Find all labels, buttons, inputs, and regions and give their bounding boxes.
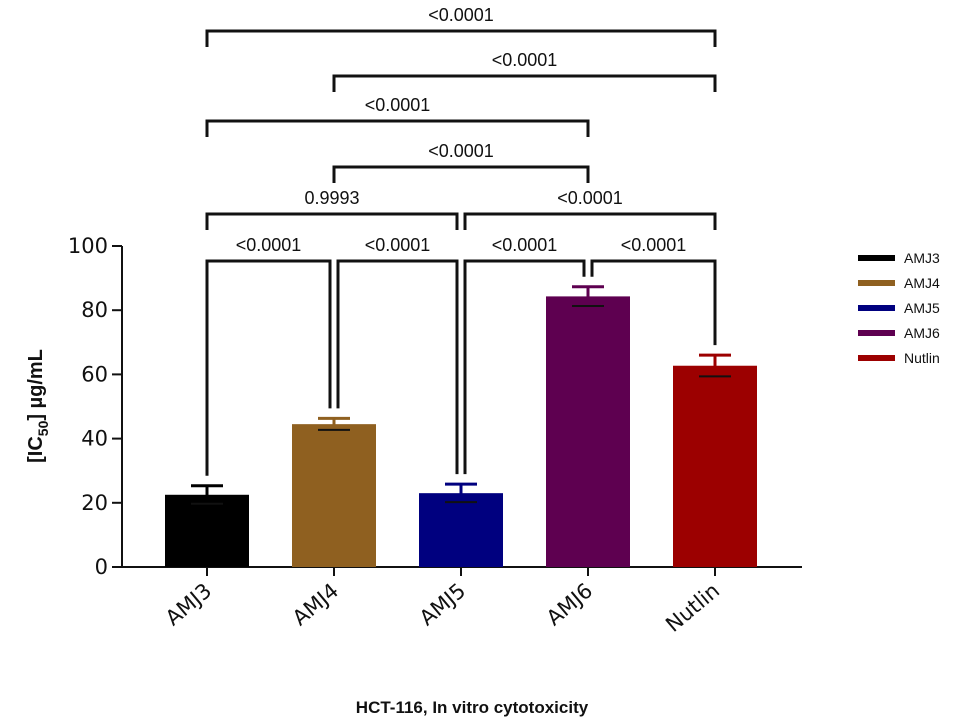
legend-label: AMJ4 [904,275,940,291]
significance-bracket [463,259,586,475]
significance-bracket [463,212,717,230]
bar [419,493,503,567]
p-value-label: <0.0001 [236,235,302,255]
significance-bracket [205,119,590,137]
bar [673,365,757,567]
significance-bracket [205,29,717,47]
p-value-label: <0.0001 [492,50,558,70]
x-tick-label: AMJ6 [542,578,597,630]
p-value-label: 0.9993 [304,188,359,208]
significance-bracket [332,74,717,92]
y-tick-label: 80 [81,298,108,322]
y-tick-label: 0 [95,555,108,579]
significance-bracket [205,212,459,230]
p-value-label: <0.0001 [492,235,558,255]
x-tick-label: Nutlin [661,578,724,636]
y-tick-label: 20 [81,491,108,515]
legend-swatch [858,305,895,311]
bar [292,424,376,567]
y-tick-label: 40 [81,427,108,451]
p-value-label: <0.0001 [557,188,623,208]
chart-title: HCT-116, In vitro cytotoxicity [356,698,589,717]
legend-label: AMJ3 [904,250,940,266]
x-tick-label: AMJ4 [288,578,343,630]
legend-swatch [858,255,895,261]
legend: AMJ3 AMJ4 AMJ5 AMJ6 Nutlin [858,250,940,366]
y-tick-label: 60 [81,362,108,386]
legend-swatch [858,355,895,361]
legend-label: AMJ5 [904,300,940,316]
significance-brackets: <0.0001 <0.0001 <0.0001 <0.0001 0.9993 <0.000… [205,5,717,476]
p-value-label: <0.0001 [365,95,431,115]
significance-bracket [336,259,459,475]
legend-label: AMJ6 [904,325,940,341]
legend-label: Nutlin [904,350,940,366]
legend-swatch [858,330,895,336]
bar [546,296,630,567]
x-tick-label: AMJ3 [161,578,216,630]
legend-swatch [858,280,895,286]
p-value-label: <0.0001 [365,235,431,255]
p-value-label: <0.0001 [428,5,494,25]
p-value-label: <0.0001 [621,235,687,255]
significance-bracket [332,165,590,183]
y-axis-label: [IC50] µg/mL [25,349,51,463]
x-tick-label: AMJ5 [415,578,470,630]
significance-bracket [590,259,717,346]
bar [165,494,249,567]
p-value-label: <0.0001 [428,141,494,161]
y-tick-label: 100 [68,234,108,258]
significance-bracket [205,259,332,476]
bars [165,285,757,567]
